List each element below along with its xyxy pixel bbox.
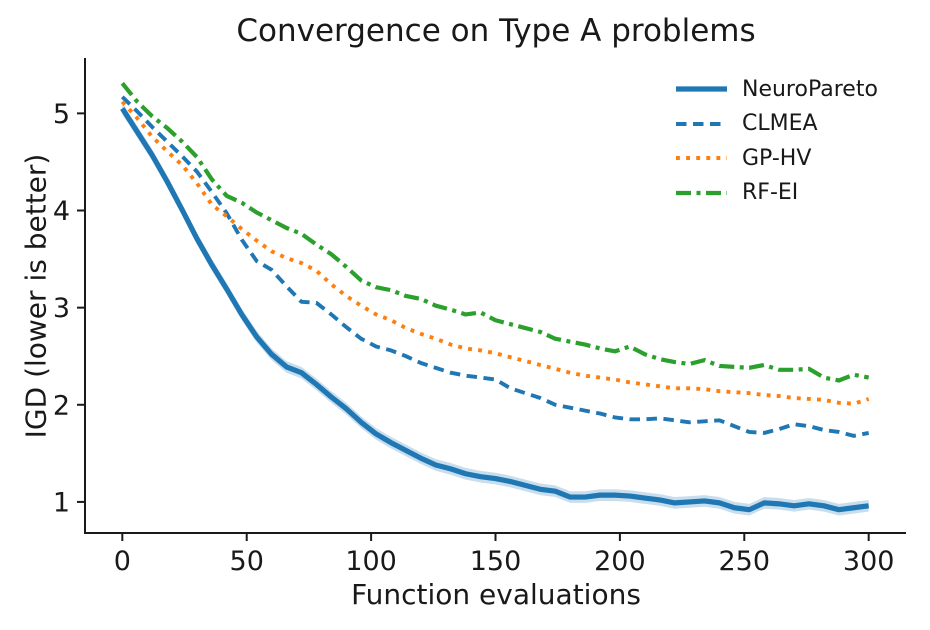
legend-item-gp-hv: GP-HV — [676, 141, 878, 176]
x-tick-label: 250 — [719, 546, 771, 577]
x-axis-label: Function evaluations — [351, 578, 641, 611]
y-tick-label: 1 — [53, 487, 70, 518]
legend: NeuroPareto CLMEA GP-HV RF-EI — [676, 72, 878, 210]
legend-item-rf-ei: RF-EI — [676, 176, 878, 211]
legend-line-sample-neuropareto — [676, 86, 727, 92]
series-line-neuropareto — [120, 107, 870, 513]
chart-title: Convergence on Type A problems — [236, 13, 756, 49]
y-tick-label: 3 — [53, 293, 70, 324]
x-tick-label: 0 — [114, 546, 131, 577]
y-axis-label: IGD (lower is better) — [19, 153, 53, 439]
legend-line-sample-rf-ei — [676, 190, 727, 195]
legend-label: RF-EI — [742, 180, 799, 206]
legend-label: CLMEA — [742, 111, 818, 137]
y-tick-label: 5 — [53, 99, 70, 130]
x-tick-label: 100 — [345, 546, 397, 577]
series-line-clmea — [120, 95, 870, 438]
x-tick-label: 200 — [594, 546, 646, 577]
y-tick-label: 2 — [53, 390, 70, 421]
legend-line-sample-clmea — [676, 121, 727, 126]
legend-label: GP-HV — [742, 145, 812, 171]
axis-spines — [84, 58, 906, 534]
x-tick-label: 300 — [843, 546, 895, 577]
series-line-rf-ei — [120, 81, 870, 383]
legend-item-clmea: CLMEA — [676, 107, 878, 142]
x-tick-label: 50 — [230, 546, 264, 577]
legend-label: NeuroPareto — [742, 76, 878, 102]
x-tick-label: 150 — [470, 546, 522, 577]
y-tick-label: 4 — [53, 196, 70, 227]
legend-line-sample-gp-hv — [676, 156, 727, 161]
legend-item-neuropareto: NeuroPareto — [676, 72, 878, 107]
